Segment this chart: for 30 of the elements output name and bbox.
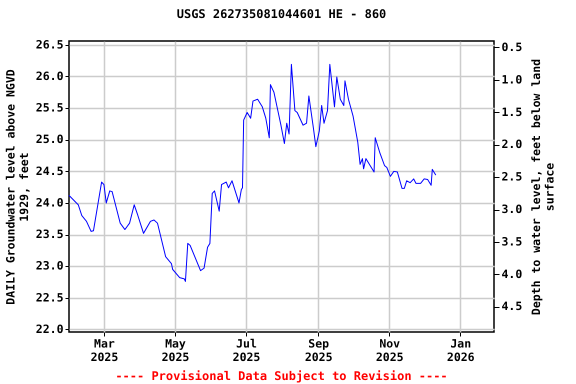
y2-tick-label: 1.0 (502, 72, 522, 86)
y-tick-label: 23.5 (36, 227, 64, 242)
y2-axis-title: Depth to water level, feet below land surface (528, 58, 556, 316)
y-tick-label: 25.5 (36, 100, 64, 115)
y-tick-label: 22.5 (36, 290, 64, 304)
y-tick-label: 25.0 (36, 132, 64, 146)
text: ---- Provisional Data Subject to Revision ---- (115, 369, 448, 383)
y2-tick-label: 4.5 (502, 299, 522, 314)
y2-tick-label: 3.0 (502, 202, 522, 216)
y-tick-label: 24.5 (36, 164, 64, 178)
line-series (68, 64, 436, 282)
y-tick-label: 23.0 (36, 258, 64, 273)
x-tick-label: May 2025 (162, 336, 190, 364)
x-tick-label: Jan 2026 (446, 336, 475, 364)
y2-tick-label: 2.5 (502, 170, 522, 184)
y-tick-label: 26.5 (36, 37, 64, 52)
y-tick-label: 24.0 (36, 195, 64, 210)
y2-tick-label: 4.0 (502, 266, 522, 281)
y2-tick-label: 0.5 (502, 40, 522, 54)
y2-tick-label: 3.5 (502, 234, 522, 248)
y-tick-label: 22.0 (36, 322, 64, 336)
y-axis-title: DAILY Groundwater level above NGVD 1929, feet (3, 69, 31, 305)
chart-title: USGS 262735081044601 HE - 860 (176, 7, 386, 21)
y2-tick-label: 1.5 (502, 104, 522, 119)
y2-tick-label: 2.0 (502, 137, 522, 152)
x-tick-label: Sep 2025 (304, 336, 333, 364)
x-tick-label: Jul 2025 (232, 336, 260, 364)
y-tick-label: 26.0 (36, 68, 64, 83)
x-tick-label: Mar 2025 (90, 336, 118, 364)
x-tick-label: Nov 2025 (376, 336, 404, 364)
